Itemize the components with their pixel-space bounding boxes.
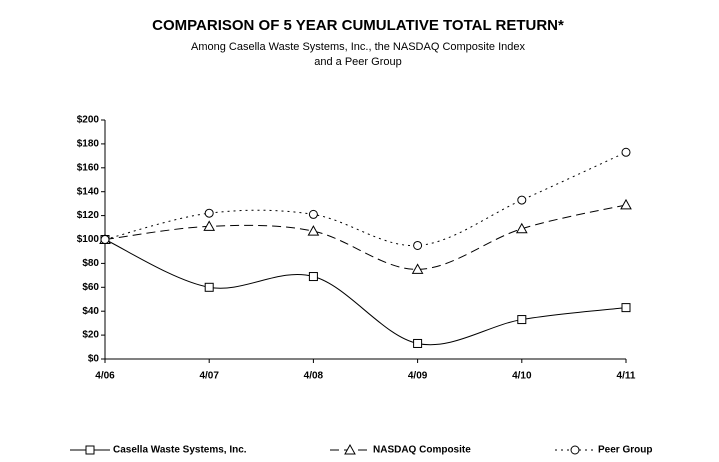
chart-subtitle: Among Casella Waste Systems, Inc., the N… xyxy=(191,41,526,53)
y-tick-label: $120 xyxy=(77,210,100,221)
x-tick-label: 4/07 xyxy=(199,371,219,382)
data-point xyxy=(413,240,423,250)
data-point xyxy=(413,338,423,348)
y-tick-label: $100 xyxy=(77,234,100,245)
legend-label: Casella Waste Systems, Inc. xyxy=(113,445,247,456)
y-tick-label: $20 xyxy=(82,330,99,341)
data-point xyxy=(308,272,318,282)
x-tick-label: 4/10 xyxy=(512,371,532,382)
y-tick-label: $200 xyxy=(77,115,100,126)
data-point xyxy=(621,303,631,313)
data-point xyxy=(204,282,214,292)
y-tick-label: $0 xyxy=(88,354,100,365)
data-point xyxy=(621,147,631,157)
data-point xyxy=(620,198,632,210)
x-tick-label: 4/11 xyxy=(617,371,636,382)
y-tick-label: $180 xyxy=(77,139,100,150)
legend-label: Peer Group xyxy=(598,445,652,456)
data-point xyxy=(411,263,424,274)
legend-marker xyxy=(570,445,580,455)
y-tick-label: $140 xyxy=(77,186,100,197)
data-point xyxy=(515,222,528,234)
data-point xyxy=(204,208,214,218)
data-point xyxy=(308,209,318,219)
legend-marker xyxy=(344,443,356,455)
series-line xyxy=(104,204,627,270)
y-tick-label: $160 xyxy=(77,162,100,173)
chart-subtitle: and a Peer Group xyxy=(314,56,401,68)
legend-label: NASDAQ Composite xyxy=(373,445,471,456)
data-point xyxy=(517,195,527,205)
series-line xyxy=(104,239,627,346)
series-line xyxy=(104,151,627,246)
data-point xyxy=(517,315,527,325)
data-point xyxy=(307,225,320,236)
y-tick-label: $60 xyxy=(82,282,99,293)
x-tick-label: 4/08 xyxy=(304,371,324,382)
legend-marker xyxy=(85,445,95,455)
chart-title: COMPARISON OF 5 YEAR CUMULATIVE TOTAL RE… xyxy=(152,17,564,34)
y-tick-label: $40 xyxy=(82,306,99,317)
data-point xyxy=(203,220,216,231)
x-tick-label: 4/09 xyxy=(408,371,428,382)
x-tick-label: 4/06 xyxy=(95,371,115,382)
data-point xyxy=(100,235,110,244)
y-tick-label: $80 xyxy=(82,258,99,269)
